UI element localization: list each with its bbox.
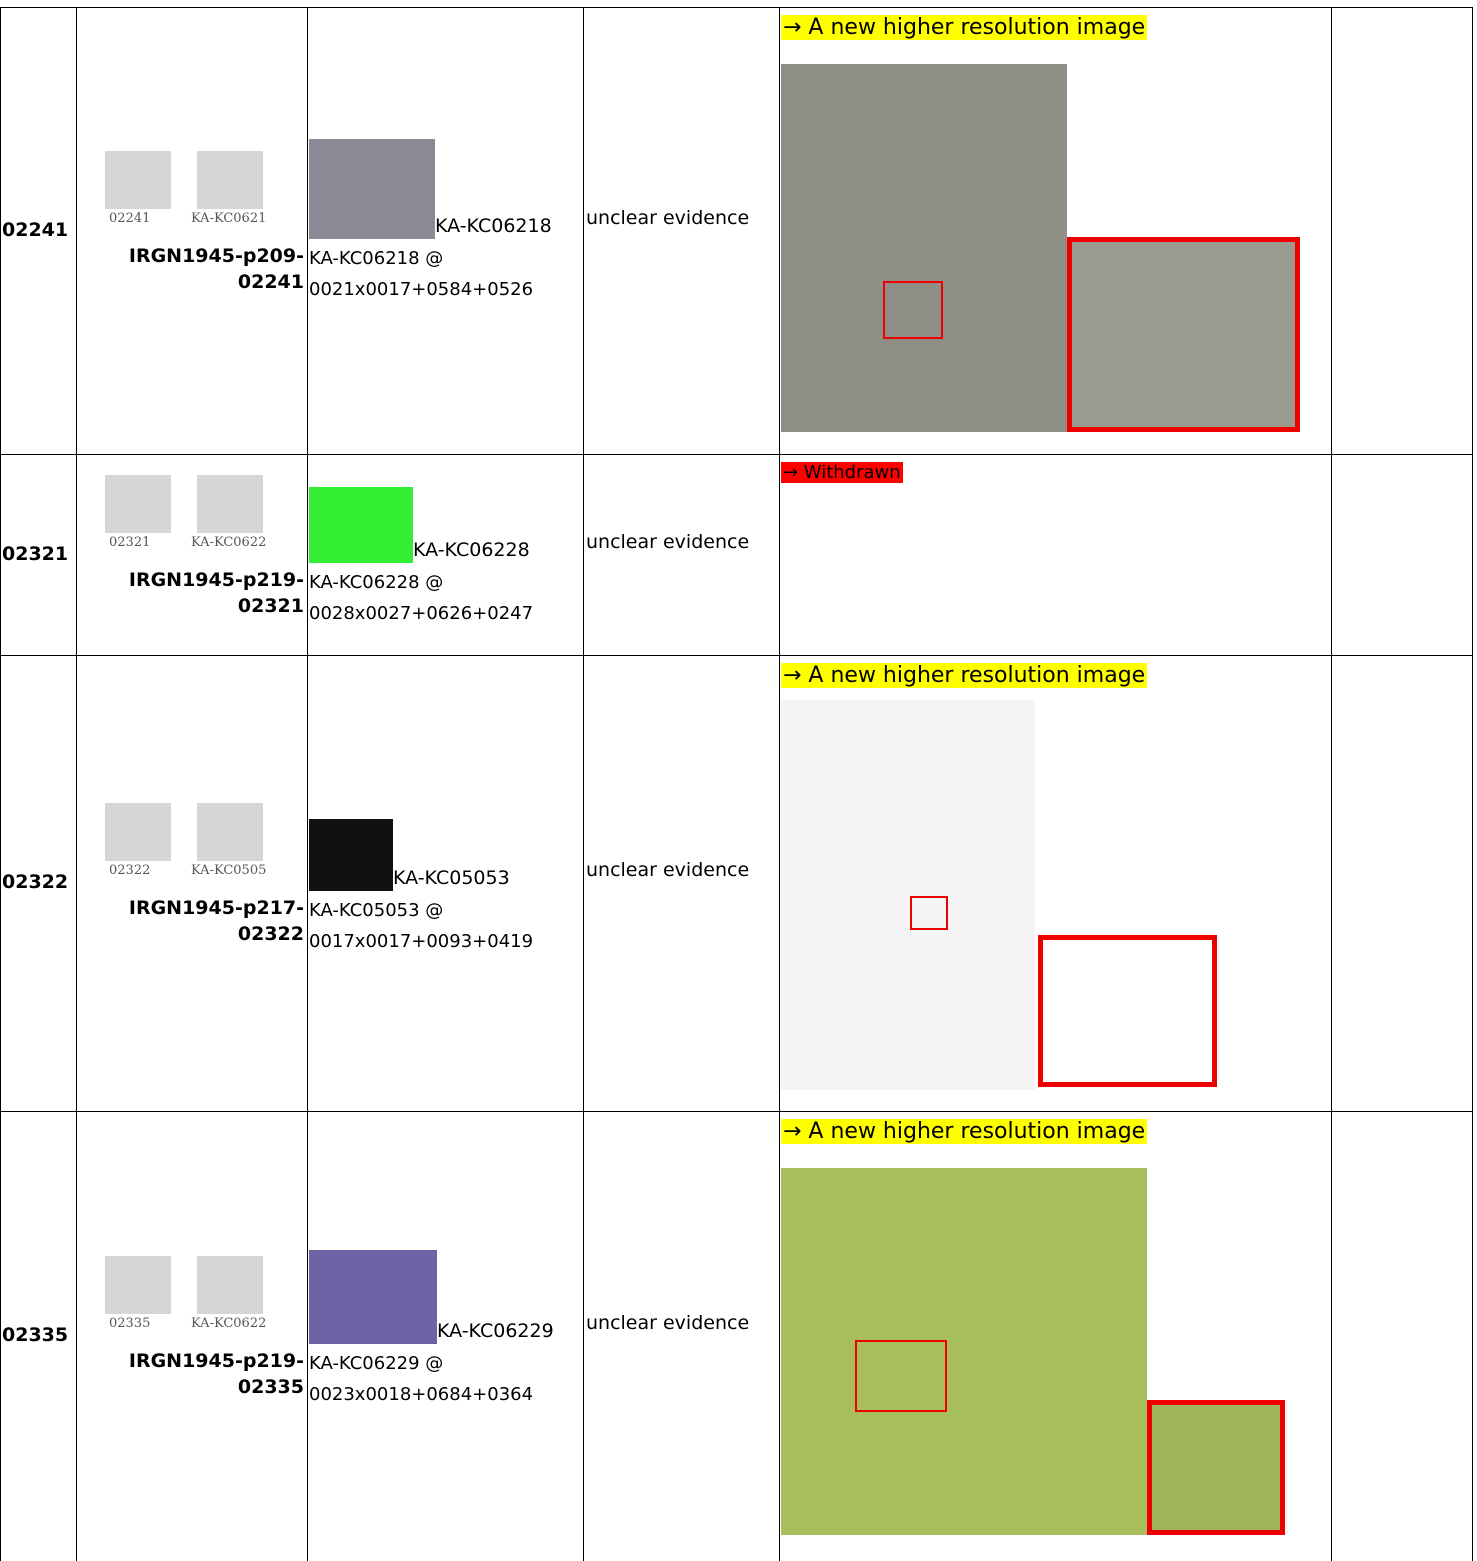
note: → Withdrawn [781, 462, 903, 483]
evidence-photo [781, 1168, 1147, 1535]
zoom-image [1038, 935, 1217, 1087]
glyph-caption: 02321 [109, 534, 151, 550]
glyph-caption: 02335 [109, 1315, 151, 1331]
table-cell [76, 1111, 308, 1561]
evidence-ref: KA-KC06228 @ 0028x0027+0626+0247 [309, 571, 534, 624]
source-ref: IRGN1945-p219-02321 [128, 568, 304, 617]
table-cell [583, 1111, 780, 1561]
glyph-image [105, 150, 171, 209]
table-cell [583, 655, 780, 1112]
evidence-photo [781, 700, 1035, 1090]
table-cell [76, 7, 308, 455]
table-cell [0, 7, 77, 455]
table-cell [1331, 7, 1473, 455]
row-id: 02321 [2, 542, 69, 565]
table-cell [1331, 655, 1473, 1112]
table-cell [307, 1111, 584, 1561]
table-cell [307, 454, 584, 656]
table-cell [0, 454, 77, 656]
evidence-image [309, 486, 413, 563]
evidence-label: KA-KC06218 [435, 214, 552, 237]
source-ref: IRGN1945-p219-02335 [128, 1349, 304, 1398]
table-cell [307, 7, 584, 455]
evidence-label: KA-KC06228 [413, 538, 530, 561]
comment: unclear evidence [586, 1311, 750, 1334]
highlight-box [910, 896, 948, 930]
row-id: 02322 [2, 871, 69, 893]
comment: unclear evidence [586, 530, 750, 553]
comment: unclear evidence [586, 859, 750, 881]
evidence-ref: KA-KC06229 @ 0023x0018+0684+0364 [309, 1352, 534, 1405]
evidence-ref: KA-KC06218 @ 0021x0017+0584+0526 [309, 247, 534, 300]
table-cell [1331, 454, 1473, 656]
table-cell [0, 655, 77, 1112]
table-cell [583, 7, 780, 455]
table-cell [307, 655, 584, 1112]
evidence-image [309, 1249, 437, 1344]
source-ref: IRGN1945-p217-02322 [128, 897, 304, 945]
glyph-image [105, 803, 171, 861]
highlight-box [855, 1340, 947, 1412]
evidence-ref: KA-KC05053 @ 0017x0017+0093+0419 [309, 900, 534, 952]
glyph-caption: KA-KC0622 [191, 534, 267, 550]
evidence-image [309, 138, 435, 239]
zoom-image [1147, 1400, 1285, 1535]
source-ref: IRGN1945-p209-02241 [128, 244, 304, 293]
glyph-caption: KA-KC0505 [191, 863, 267, 878]
table-cell [1331, 1111, 1473, 1561]
table-cell [779, 655, 1332, 1112]
comment: unclear evidence [586, 206, 750, 229]
glyph-caption: KA-KC0622 [191, 1315, 267, 1331]
table-cell [779, 7, 1332, 455]
zoom-image [1067, 237, 1300, 432]
table-cell [779, 454, 1332, 656]
glyph-caption: KA-KC0621 [191, 210, 267, 226]
row-id: 02335 [2, 1323, 69, 1346]
glyph-image [197, 1255, 263, 1314]
row-id: 02241 [2, 218, 69, 241]
glyph-caption: 02241 [109, 210, 151, 226]
table-cell [583, 454, 780, 656]
evidence-image [309, 819, 393, 891]
evidence-photo [781, 64, 1067, 432]
table-cell [76, 655, 308, 1112]
glyph-image [105, 474, 171, 533]
glyph-image [197, 150, 263, 209]
note: → A new higher resolution image [781, 663, 1148, 688]
glyph-caption: 02322 [109, 863, 151, 878]
table-cell [0, 1111, 77, 1561]
glyph-image [105, 1255, 171, 1314]
note: → A new higher resolution image [781, 1119, 1148, 1144]
table-cell [76, 454, 308, 656]
evidence-label: KA-KC05053 [393, 867, 510, 889]
note: → A new higher resolution image [781, 15, 1148, 40]
table-cell [779, 1111, 1332, 1561]
glyph-image [197, 803, 263, 861]
glyph-image [197, 474, 263, 533]
highlight-box [883, 281, 943, 339]
evidence-label: KA-KC06229 [437, 1319, 554, 1342]
